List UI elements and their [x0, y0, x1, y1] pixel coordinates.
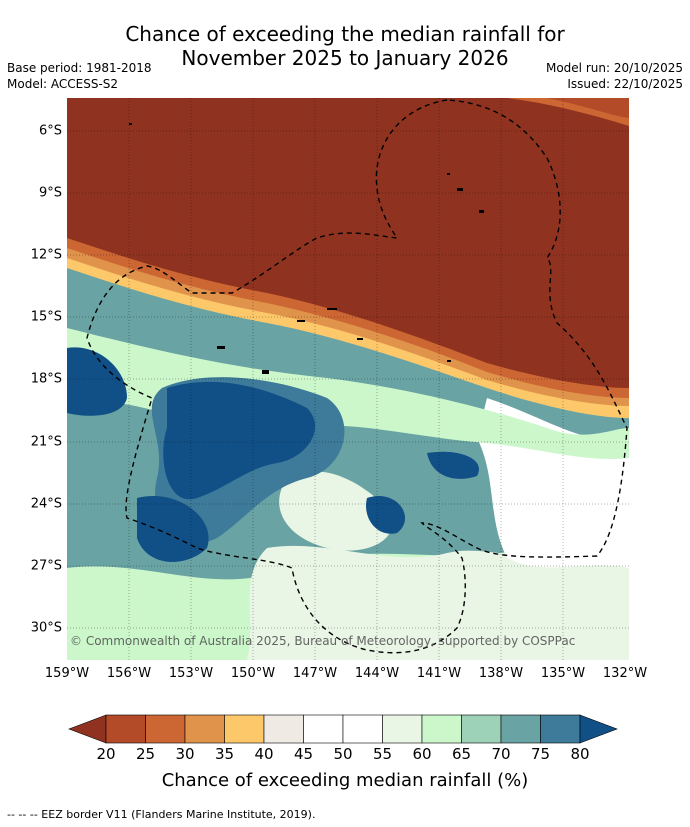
lon-label-150w: 150°W [230, 666, 276, 681]
zone-pale-centre [279, 471, 393, 551]
colorbar-cell [224, 714, 265, 744]
colorbar-cell [421, 714, 462, 744]
title-line-2: November 2025 to January 2026 [181, 46, 509, 70]
map-svg [67, 98, 629, 660]
zone-darkblue-mid [366, 496, 406, 534]
lat-label-21s: 21°S [30, 434, 62, 450]
lat-label-9s: 9°S [38, 185, 62, 201]
colorbar-under-triangle [68, 714, 107, 744]
colorbar-over-triangle [579, 714, 618, 744]
lon-label-159w: 159°W [44, 666, 90, 681]
map-title: Chance of exceeding the median rainfall … [0, 22, 690, 70]
colorbar-tick-label: 70 [491, 745, 511, 763]
zone-ne-edge [547, 98, 629, 118]
islands [129, 123, 484, 374]
colorbar-cells [68, 714, 618, 744]
model-name: Model: ACCESS-S2 [7, 77, 119, 91]
colorbar [68, 714, 618, 744]
copyright-notice: © Commonwealth of Australia 2025, Bureau… [70, 634, 576, 648]
colorbar-cell [303, 714, 344, 744]
colorbar-cell [382, 714, 423, 744]
colorbar-tick-label: 30 [175, 745, 195, 763]
colorbar-tick-label: 80 [570, 745, 590, 763]
zone-darkblue-east [427, 451, 479, 479]
lat-label-27s: 27°S [30, 558, 62, 574]
colorbar-tick-label: 65 [451, 745, 472, 763]
colorbar-tick-label: 40 [254, 745, 274, 763]
colorbar-tick-label: 75 [530, 745, 551, 763]
colorbar-tick-label: 20 [96, 745, 116, 763]
colorbar-tick-label: 55 [372, 745, 393, 763]
zone-darkblue-far-west [67, 347, 127, 416]
lat-label-6s: 6°S [38, 123, 62, 139]
colorbar-tick-label: 60 [412, 745, 432, 763]
colorbar-cell [500, 714, 541, 744]
eez-legend-note: -- -- -- EEZ border V11 (Flanders Marine… [7, 808, 316, 821]
colorbar-cell [105, 714, 146, 744]
lat-label-30s: 30°S [30, 620, 62, 636]
meta-right: Model run: 20/10/2025 Issued: 22/10/2025 [546, 60, 683, 92]
graticule [67, 98, 629, 660]
eez-border [86, 99, 628, 654]
lat-label-15s: 15°S [30, 309, 62, 325]
issued-date: Issued: 22/10/2025 [567, 77, 683, 91]
colorbar-tick-label: 25 [135, 745, 156, 763]
lon-label-144w: 144°W [354, 666, 400, 681]
lat-label-18s: 18°S [30, 371, 62, 387]
lon-label-156w: 156°W [106, 666, 152, 681]
lon-label-135w: 135°W [540, 666, 586, 681]
lat-label-12s: 12°S [30, 247, 62, 263]
rainfall-map [67, 98, 629, 660]
lat-label-24s: 24°S [30, 496, 62, 512]
colorbar-label: Chance of exceeding median rainfall (%) [161, 770, 529, 791]
colorbar-tick-label: 35 [214, 745, 235, 763]
colorbar-cell [540, 714, 581, 744]
colorbar-tick-label: 45 [293, 745, 314, 763]
model-run: Model run: 20/10/2025 [545, 61, 683, 75]
title-line-1: Chance of exceeding the median rainfall … [125, 22, 565, 46]
colorbar-cell [342, 714, 383, 744]
colorbar-cell [145, 714, 186, 744]
colorbar-cell [184, 714, 225, 744]
lon-label-153w: 153°W [168, 666, 214, 681]
zone-darkblue-west [163, 381, 316, 500]
zone-20 [67, 98, 629, 388]
lon-label-138w: 138°W [478, 666, 524, 681]
colorbar-tick-label: 50 [333, 745, 353, 763]
base-period: Base period: 1981-2018 [7, 61, 152, 75]
colorbar-cell [263, 714, 304, 744]
lon-label-132w: 132°W [602, 666, 648, 681]
zone-green-band [67, 328, 629, 460]
meta-left: Base period: 1981-2018 Model: ACCESS-S2 [7, 60, 152, 92]
colorbar-cell [461, 714, 502, 744]
lon-label-141w: 141°W [416, 666, 462, 681]
zone-pale-south [247, 545, 629, 660]
lon-label-147w: 147°W [292, 666, 338, 681]
